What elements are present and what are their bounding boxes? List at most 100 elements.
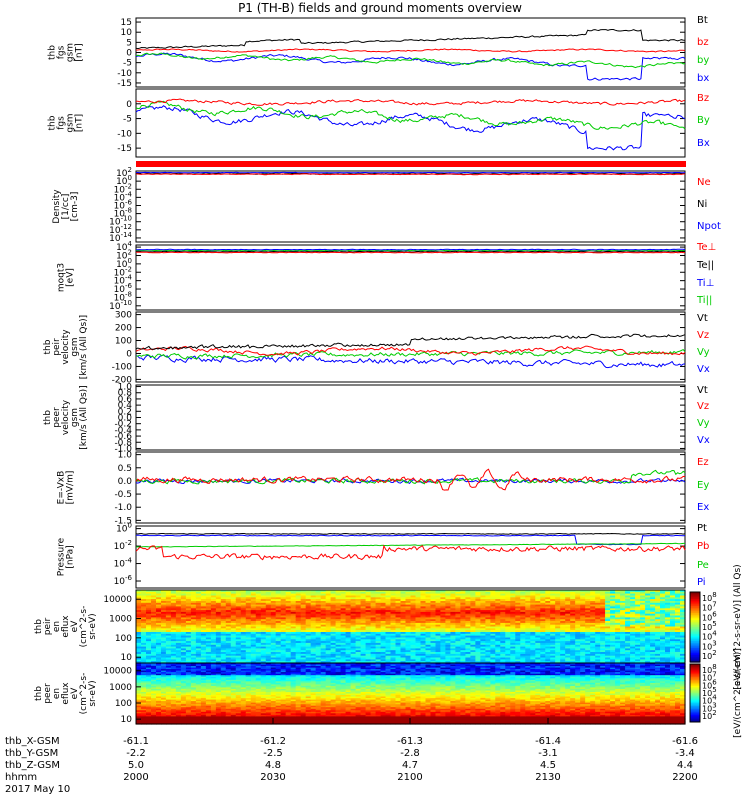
- spectrogram-cell: [390, 659, 397, 662]
- y-axis-label-5-4: [km/s (All Qs)]: [79, 385, 89, 449]
- spectrogram-cell: [151, 652, 157, 655]
- spectrogram-cell: [185, 602, 192, 606]
- spectrogram-cell: [355, 619, 362, 622]
- spectrogram-cell: [380, 608, 387, 611]
- y-tick-label-0-0: 15: [121, 18, 132, 28]
- spectrogram-cell: [590, 610, 596, 613]
- spectrogram-cell: [420, 595, 427, 598]
- spectrogram-cell: [650, 626, 656, 629]
- spectrogram-cell: [180, 650, 187, 653]
- spectrogram-cell: [175, 641, 182, 644]
- spectrogram-cell: [285, 611, 292, 615]
- spectrogram-cell: [670, 604, 676, 607]
- spectrogram-cell: [175, 650, 182, 653]
- spectrogram-cell: [141, 661, 147, 664]
- spectrogram-cell: [535, 606, 541, 609]
- spectrogram-cell: [650, 630, 656, 633]
- spectrogram-cell: [465, 641, 471, 644]
- spectrogram-cell: [225, 591, 232, 595]
- spectrogram-cell: [530, 630, 536, 633]
- spectrogram-cell: [285, 590, 292, 593]
- spectrogram-cell: [525, 610, 531, 613]
- spectrogram-cell: [590, 628, 596, 631]
- spectrogram-cell: [580, 608, 586, 611]
- spectrogram-cell: [545, 657, 551, 660]
- spectrogram-cell: [146, 655, 152, 659]
- spectrogram-cell: [146, 672, 152, 675]
- spectrogram-cell: [465, 610, 471, 613]
- spectrogram-cell: [250, 659, 257, 662]
- y-tick-label-5-6: -0.2: [114, 420, 132, 430]
- spectrogram-cell: [210, 633, 217, 637]
- spectrogram-cell: [580, 642, 586, 646]
- spectrogram-cell: [175, 637, 182, 640]
- spectrogram-cell: [141, 641, 147, 644]
- spectrogram-cell: [665, 661, 671, 664]
- spectrogram-cell: [425, 611, 432, 615]
- spectrogram-cell: [625, 606, 631, 609]
- spectrogram-cell: [445, 619, 451, 622]
- spectrogram-cell: [255, 648, 262, 651]
- spectrogram-cell: [365, 601, 372, 604]
- spectrogram-cell: [425, 650, 432, 653]
- spectrogram-cell: [170, 664, 177, 667]
- spectrogram-cell: [175, 602, 182, 606]
- spectrogram-cell: [680, 653, 686, 657]
- spectrogram-cell: [215, 613, 222, 617]
- spectrogram-cell: [280, 622, 287, 626]
- spectrogram-cell: [515, 591, 521, 595]
- spectrogram-cell: [320, 606, 327, 609]
- spectrogram-cell: [400, 642, 407, 646]
- spectrogram-cell: [610, 591, 616, 595]
- spectrogram-cell: [535, 626, 541, 629]
- spectrogram-cell: [370, 604, 377, 607]
- spectrogram-cell: [385, 635, 392, 638]
- spectrogram-cell: [575, 657, 581, 660]
- spectrogram-cell: [161, 690, 167, 693]
- spectrogram-cell: [300, 610, 307, 613]
- spectrogram-cell: [500, 599, 506, 602]
- spectrogram-cell: [305, 661, 312, 664]
- spectrogram-cell: [165, 628, 172, 631]
- spectrogram-cell: [680, 599, 686, 602]
- spectrogram-cell: [270, 617, 277, 620]
- spectrogram-cell: [165, 622, 172, 626]
- spectrogram-cell: [655, 646, 661, 649]
- y-tick-label-0-5: -10: [117, 69, 132, 79]
- spectrogram-cell: [385, 593, 392, 596]
- spectrogram-cell: [550, 641, 556, 644]
- spectrogram-cell: [185, 599, 192, 602]
- spectrogram-cell: [675, 659, 681, 662]
- spectrogram-cell: [405, 632, 412, 635]
- spectrogram-cell: [310, 608, 317, 611]
- spectrogram-cell: [215, 591, 222, 595]
- spectrogram-cell: [355, 595, 362, 598]
- spectrogram-cell: [205, 604, 212, 607]
- spectrogram-cell: [165, 604, 172, 607]
- spectrogram-cell: [490, 604, 496, 607]
- spectrogram-cell: [375, 599, 382, 602]
- spectrogram-cell: [295, 606, 302, 609]
- spectrogram-cell: [270, 628, 277, 631]
- spectrogram-cell: [450, 601, 456, 604]
- spectrogram-cell: [545, 635, 551, 638]
- spectrogram-cell: [630, 657, 636, 660]
- spectrogram-cell: [365, 615, 372, 618]
- spectrogram-cell: [400, 646, 407, 649]
- spectrogram-cell: [405, 590, 412, 593]
- spectrogram-cell: [490, 655, 496, 659]
- spectrogram-cell: [595, 626, 601, 629]
- spectrogram-cell: [315, 655, 322, 659]
- spectrogram-cell: [470, 611, 476, 615]
- spectrogram-cell: [630, 642, 636, 646]
- spectrogram-cell: [640, 593, 646, 596]
- spectrogram-cell: [440, 646, 446, 649]
- spectrogram-cell: [545, 659, 551, 662]
- spectrogram-cell: [655, 652, 661, 655]
- spectrogram-cell: [640, 611, 646, 615]
- spectrogram-cell: [625, 641, 631, 644]
- spectrogram-cell: [305, 602, 312, 606]
- spectrogram-cell: [440, 628, 446, 631]
- spectrogram-cell: [275, 624, 282, 628]
- spectrogram-cell: [465, 628, 471, 631]
